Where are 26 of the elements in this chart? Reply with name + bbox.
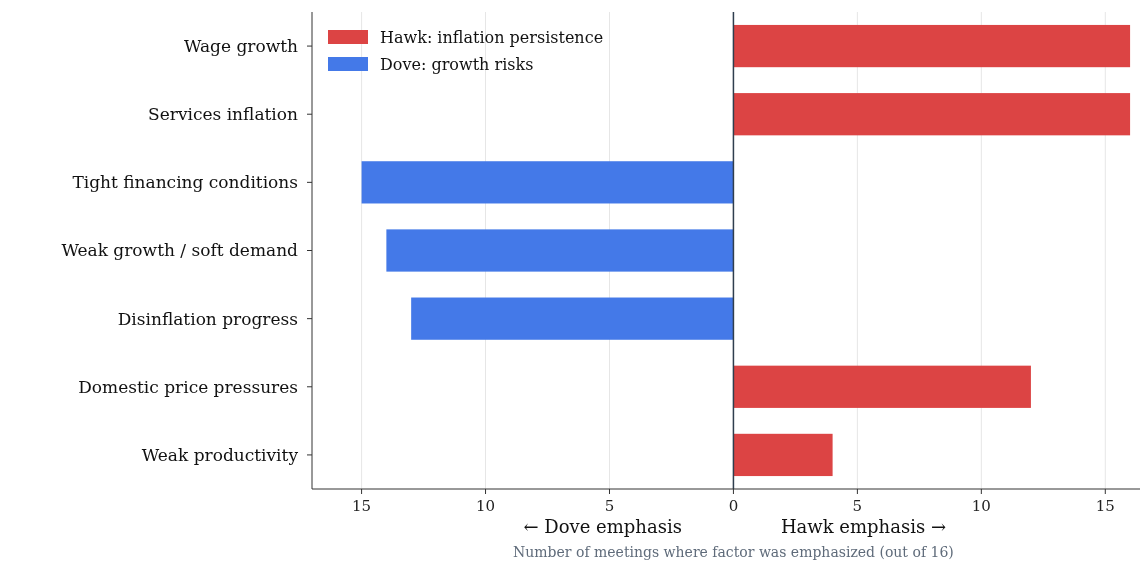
legend-label: Dove: growth risks	[380, 54, 534, 74]
y-tick-label: Weak productivity	[141, 444, 299, 465]
bar	[386, 229, 734, 272]
x-axis-title: Number of meetings where factor was emphasized (out of 16)	[513, 544, 954, 560]
x-tick-label: 0	[728, 497, 739, 515]
bar	[733, 24, 1131, 68]
text: ← Dove emphasis	[523, 516, 682, 537]
text: Hawk emphasis →	[780, 516, 946, 537]
x-tick-label: 10	[475, 497, 496, 515]
x-tick-label: 10	[971, 497, 991, 515]
y-tick-label: Weak growth / soft demand	[61, 240, 299, 261]
x-tick-label: 15	[1095, 497, 1115, 515]
bar	[733, 365, 1031, 408]
bar	[411, 297, 734, 340]
x-tick-label: 15	[352, 497, 372, 515]
x-tick-label: 5	[852, 497, 863, 515]
x-tick-label: 5	[604, 497, 615, 515]
y-tick-label: Wage growth	[183, 36, 299, 57]
y-tick-label: Disinflation progress	[117, 308, 298, 329]
bar	[361, 161, 734, 204]
y-tick-label: Domestic price pressures	[78, 376, 298, 397]
bar	[733, 433, 833, 477]
y-tick-label: Services inflation	[148, 104, 299, 125]
legend-label: Hawk: inflation persistence	[380, 27, 604, 47]
bar	[733, 93, 1131, 136]
y-tick-label: Tight financing conditions	[72, 172, 298, 193]
